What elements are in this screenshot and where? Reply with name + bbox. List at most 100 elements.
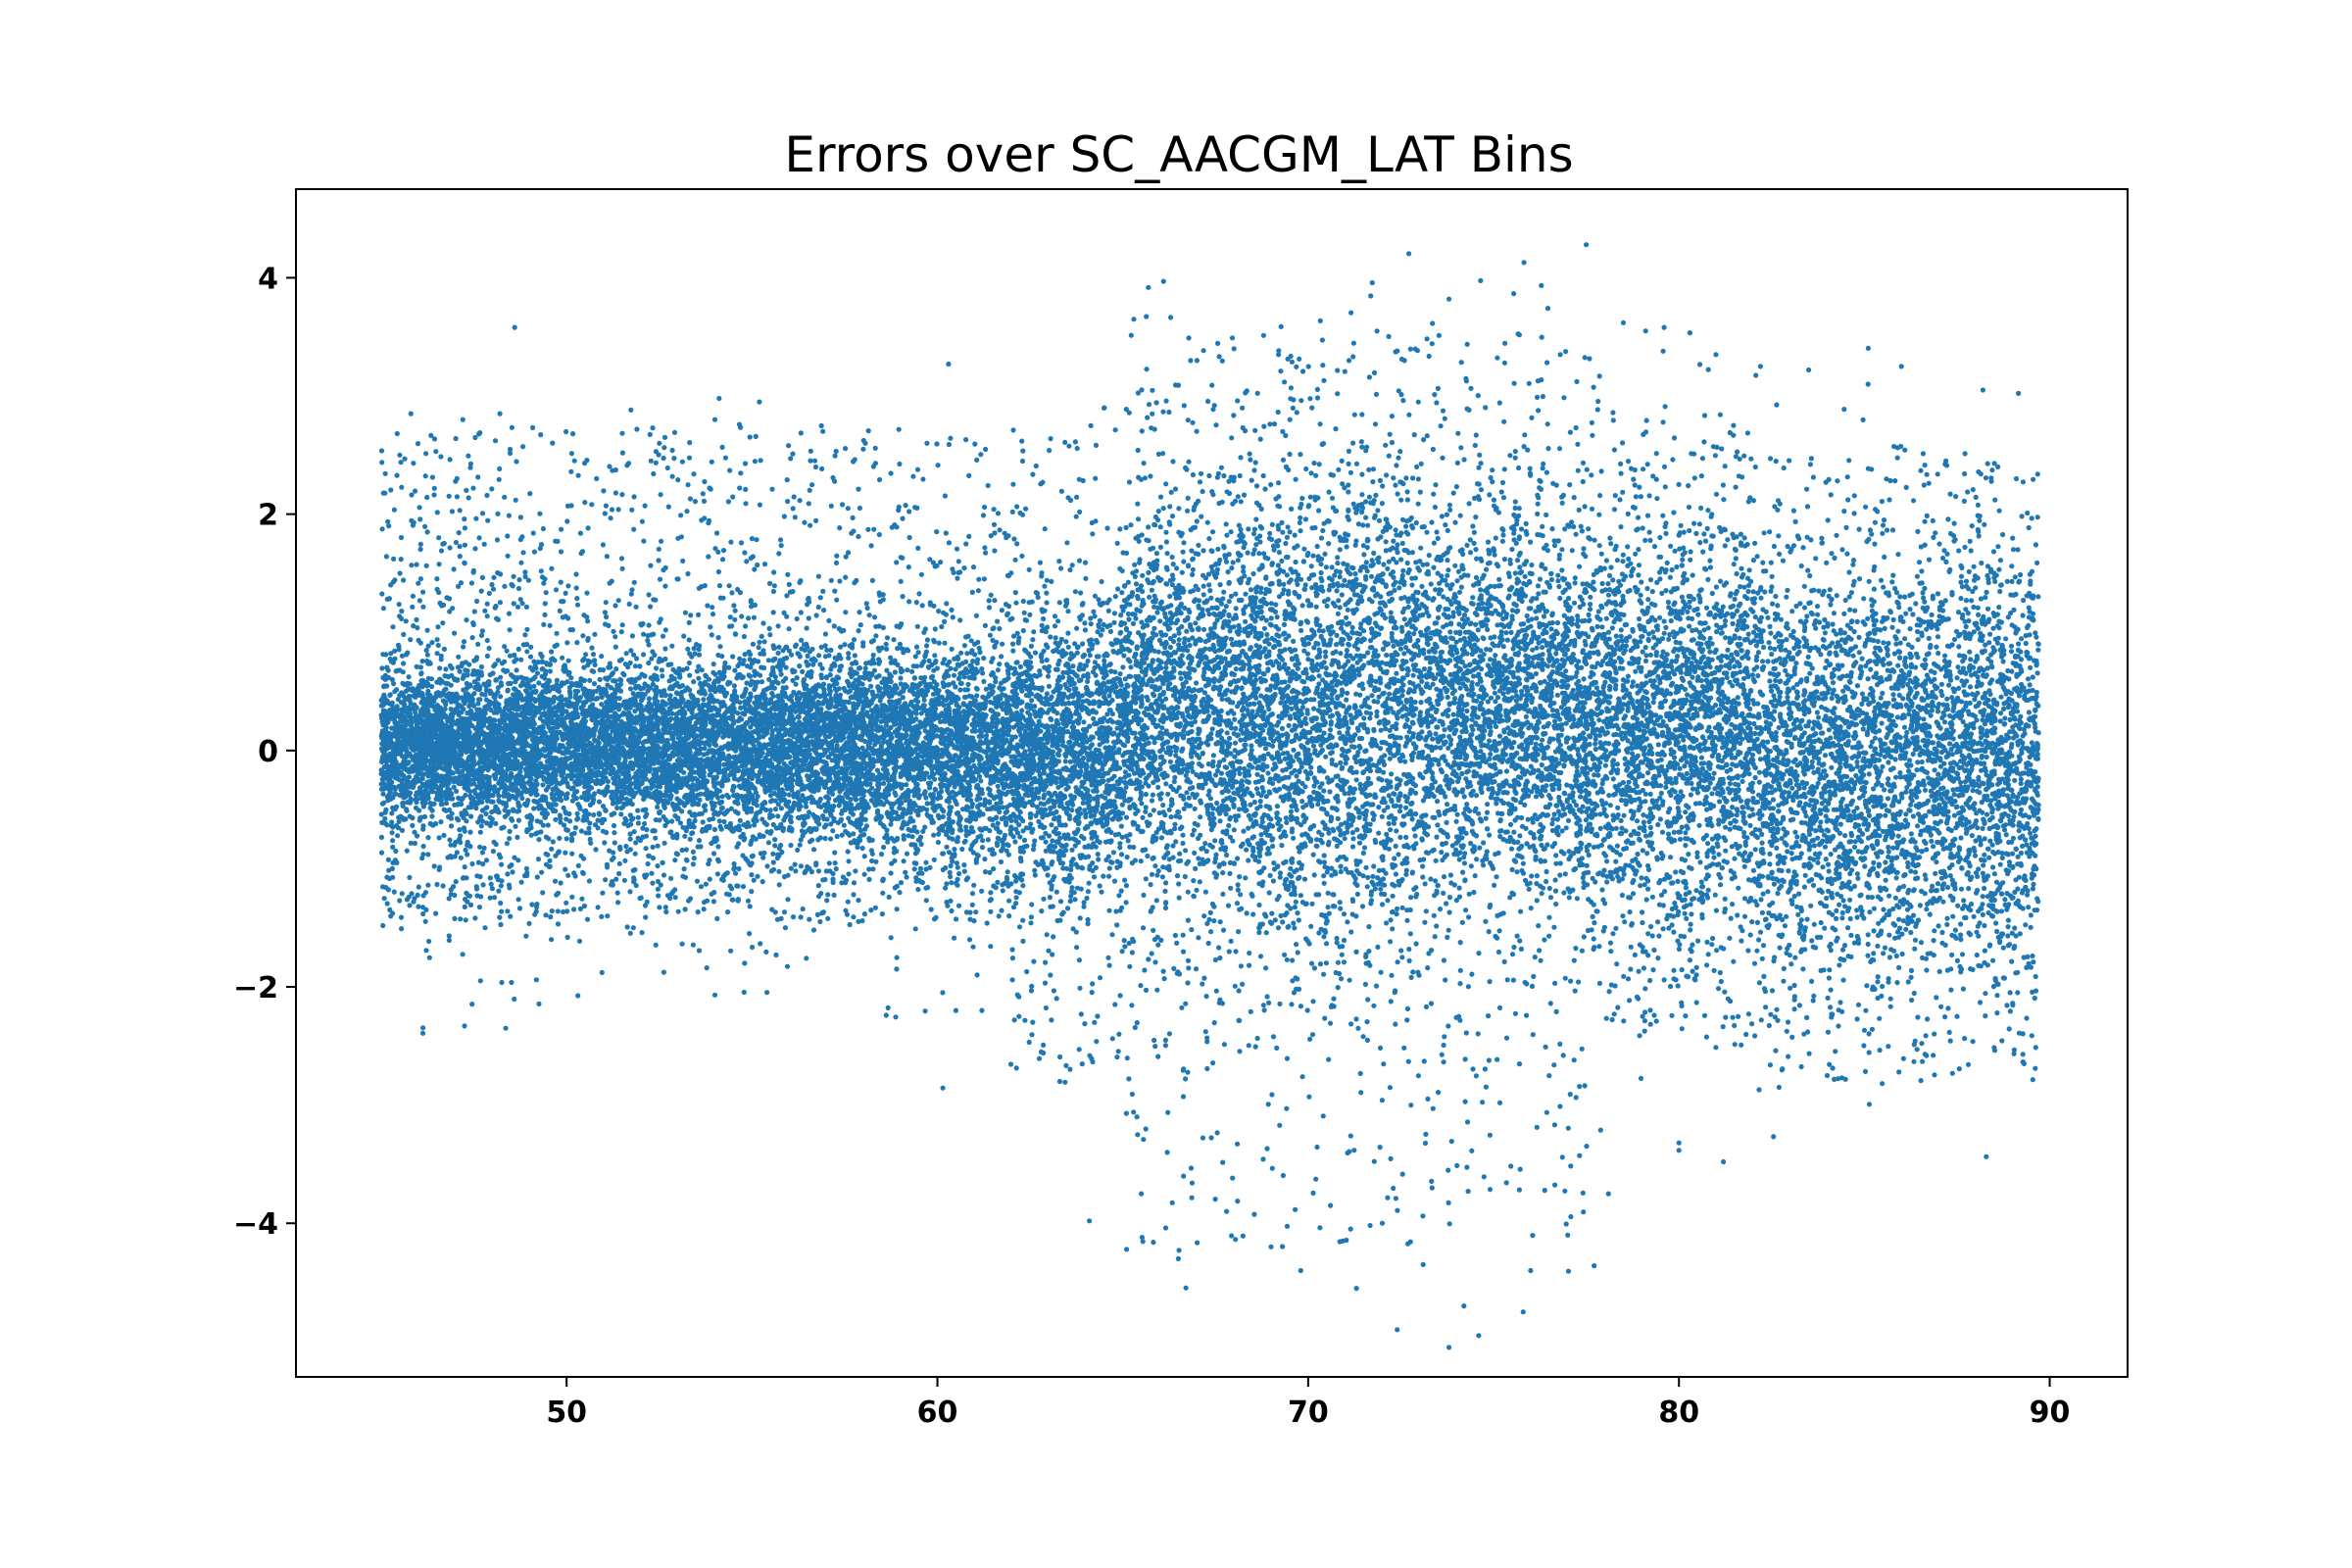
data-point — [776, 882, 782, 888]
data-point — [765, 840, 772, 846]
data-point — [499, 861, 505, 867]
data-point — [1050, 838, 1055, 844]
data-point — [1120, 753, 1126, 759]
data-point — [1707, 635, 1713, 641]
data-point — [2034, 560, 2040, 566]
data-point — [569, 894, 575, 900]
data-point — [1806, 367, 1812, 373]
data-point — [1162, 632, 1169, 638]
data-point — [1470, 523, 1476, 529]
data-point — [1746, 582, 1752, 589]
data-point — [1346, 358, 1352, 364]
data-point — [1183, 1285, 1189, 1291]
data-point — [1453, 847, 1459, 853]
data-point — [408, 411, 414, 416]
data-point — [1995, 464, 2001, 469]
data-point — [1488, 752, 1494, 758]
data-point — [1016, 1013, 1022, 1019]
data-point — [1015, 640, 1021, 646]
data-point — [1170, 459, 1176, 465]
data-point — [1389, 439, 1395, 446]
data-point — [1520, 1309, 1526, 1315]
data-point — [1264, 631, 1270, 638]
data-point — [1568, 1163, 1574, 1169]
data-point — [749, 872, 755, 878]
data-point — [530, 424, 536, 430]
data-point — [1953, 805, 1959, 810]
data-point — [1875, 638, 1881, 645]
data-point — [1881, 906, 1886, 912]
data-point — [1329, 495, 1336, 501]
data-point — [1713, 352, 1719, 358]
data-point — [1420, 863, 1426, 869]
data-point — [1464, 341, 1470, 347]
data-point — [497, 914, 503, 920]
data-point — [1401, 1045, 1407, 1051]
data-point — [662, 445, 667, 451]
data-point — [1822, 925, 1828, 931]
data-point — [1596, 512, 1602, 517]
data-point — [785, 571, 791, 577]
data-point — [1354, 891, 1360, 898]
data-point — [1591, 650, 1596, 656]
data-point — [1160, 409, 1166, 415]
data-point — [2008, 643, 2015, 649]
data-point — [1310, 852, 1316, 858]
data-point — [591, 681, 598, 687]
data-point — [1432, 934, 1438, 940]
data-point — [1054, 996, 1059, 1002]
data-point — [1476, 1333, 1482, 1339]
data-point — [1777, 945, 1783, 951]
data-point — [1127, 673, 1133, 679]
data-point — [1752, 464, 1758, 470]
data-point — [1985, 909, 1991, 916]
data-point — [2033, 630, 2038, 636]
data-point — [1534, 881, 1540, 887]
data-point — [1132, 1024, 1138, 1031]
data-point — [811, 847, 817, 853]
data-point — [1029, 902, 1035, 907]
data-point — [794, 615, 800, 622]
data-point — [1963, 607, 1969, 612]
data-point — [1447, 507, 1453, 513]
data-point — [757, 639, 762, 645]
data-point — [1349, 624, 1355, 630]
data-point — [1185, 417, 1191, 423]
data-point — [1262, 746, 1269, 752]
data-point — [443, 666, 449, 672]
data-point — [1713, 584, 1719, 590]
data-point — [1371, 369, 1378, 375]
data-point — [446, 933, 452, 939]
data-point — [2020, 1052, 2026, 1057]
data-point — [1088, 621, 1094, 627]
data-point — [1356, 814, 1362, 820]
data-point — [1288, 865, 1294, 871]
data-point — [609, 507, 615, 513]
data-point — [1551, 924, 1557, 930]
data-point — [1154, 610, 1160, 615]
data-point — [1457, 637, 1463, 643]
data-point — [1150, 387, 1155, 393]
data-point — [1445, 934, 1450, 941]
data-point — [701, 906, 707, 912]
data-point — [880, 624, 886, 631]
data-point — [711, 416, 718, 422]
data-point — [951, 672, 957, 678]
data-point — [1359, 492, 1365, 498]
data-point — [1235, 494, 1241, 500]
data-point — [1087, 1218, 1093, 1224]
data-point — [1861, 1043, 1867, 1049]
data-point — [914, 466, 921, 472]
data-point — [961, 868, 967, 874]
data-point — [1131, 317, 1137, 322]
data-point — [1614, 961, 1620, 967]
data-point — [1043, 959, 1049, 965]
data-point — [1824, 1072, 1831, 1079]
data-point — [1661, 324, 1667, 330]
data-point — [1898, 364, 1904, 369]
data-point — [2012, 925, 2018, 931]
data-point — [1469, 971, 1475, 977]
data-point — [1248, 1008, 1253, 1014]
data-point — [1431, 540, 1437, 546]
data-point — [1854, 763, 1860, 769]
